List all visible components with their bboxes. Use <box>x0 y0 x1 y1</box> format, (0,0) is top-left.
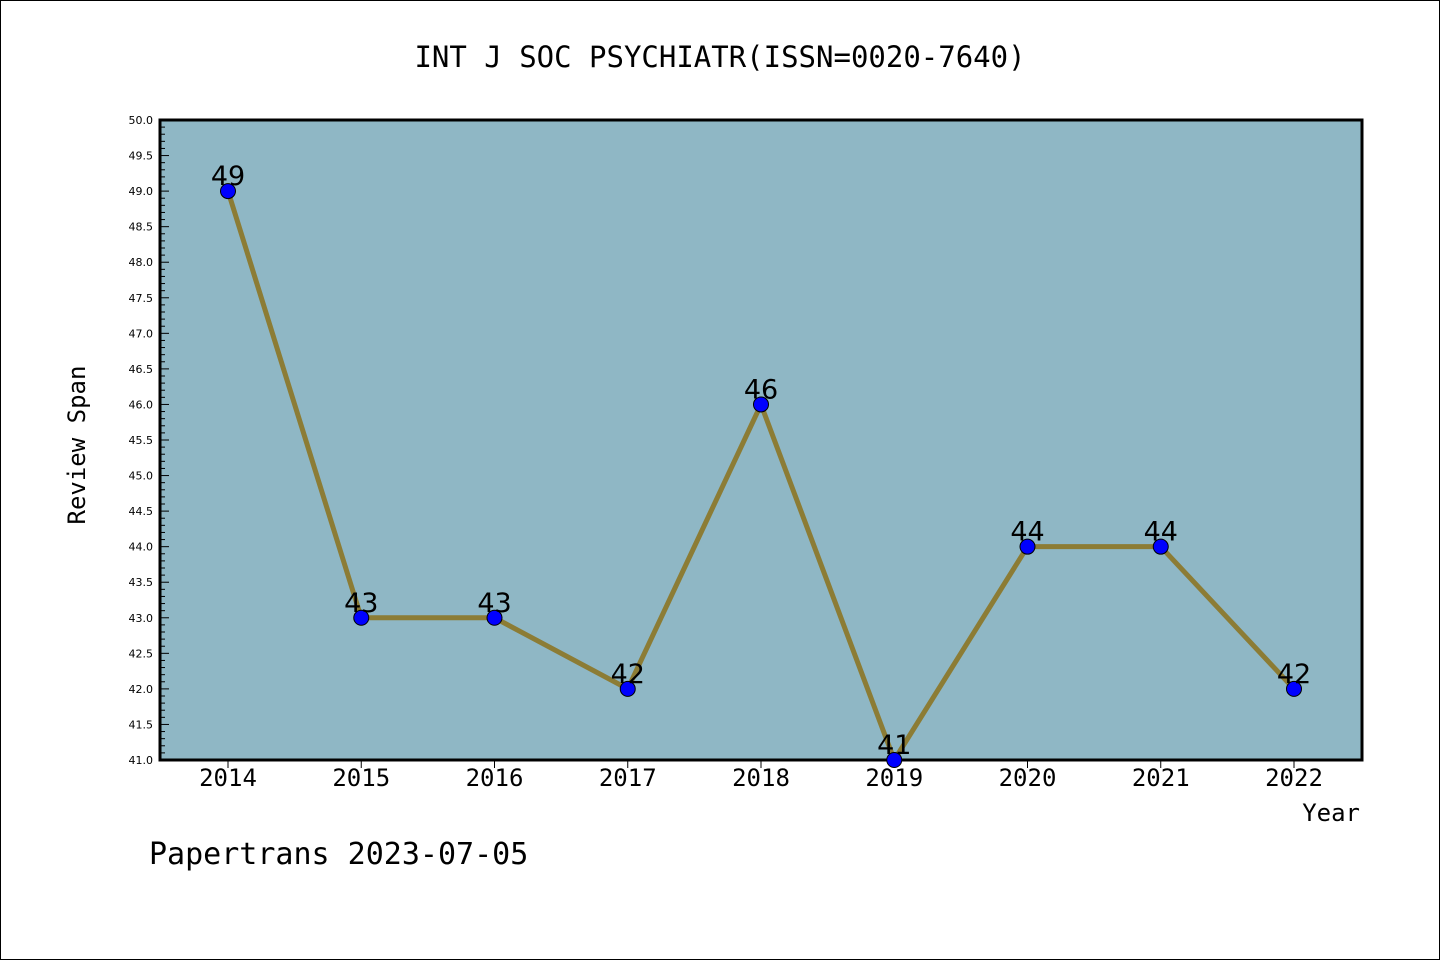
y-tick-label: 48.0 <box>129 256 154 269</box>
x-tick-label: 2014 <box>199 764 257 792</box>
y-tick-label: 47.5 <box>129 292 154 305</box>
y-tick-label: 44.0 <box>129 541 154 554</box>
data-label: 41 <box>877 730 911 761</box>
data-point <box>220 183 236 200</box>
data-point <box>1019 538 1036 555</box>
x-axis: 2014 2015 2016 2017 2018 2019 2020 2021 2022 <box>199 760 1323 792</box>
x-tick-label: 2022 <box>1265 764 1323 792</box>
data-point <box>353 609 370 626</box>
y-tick-label: 42.0 <box>129 683 154 696</box>
data-label: 43 <box>477 588 511 619</box>
y-tick-label: 42.5 <box>129 647 154 660</box>
x-axis-label: Year <box>1302 799 1360 827</box>
y-tick-label: 44.5 <box>129 505 154 518</box>
chart-title: INT J SOC PSYCHIATR(ISSN=0020-7640) <box>414 40 1025 74</box>
x-tick-label: 2020 <box>999 764 1057 792</box>
y-tick-label: 47.0 <box>129 327 154 340</box>
data-point <box>753 396 769 413</box>
data-point <box>619 680 636 697</box>
data-label: 43 <box>344 588 378 619</box>
y-tick-label: 46.5 <box>129 363 154 376</box>
data-point <box>1152 538 1169 555</box>
x-tick-label: 2021 <box>1132 764 1190 792</box>
data-label: 49 <box>211 161 245 192</box>
data-label: 44 <box>1010 517 1044 548</box>
y-tick-label: 49.0 <box>129 185 154 198</box>
data-label: 42 <box>1277 659 1311 690</box>
y-tick-label: 50.0 <box>129 114 154 127</box>
y-tick-label: 41.5 <box>129 718 154 731</box>
y-axis: 41.0 41.5 42.0 42.5 43.0 43.5 44.0 44.5 45.0 45.5… <box>129 114 169 767</box>
series-group: 49 43 43 42 46 41 44 44 42 <box>211 161 1311 768</box>
y-tick-label: 48.5 <box>129 221 154 234</box>
y-tick-label: 46.0 <box>129 398 154 411</box>
data-label: 44 <box>1144 517 1178 548</box>
data-point <box>886 752 903 768</box>
data-label: 46 <box>744 374 778 405</box>
x-tick-label: 2018 <box>732 764 790 792</box>
x-tick-label: 2015 <box>332 764 390 792</box>
data-label: 42 <box>611 659 645 690</box>
data-point <box>1286 680 1302 697</box>
y-tick-label: 43.0 <box>129 612 154 625</box>
x-tick-label: 2019 <box>865 764 923 792</box>
x-tick-label: 2017 <box>599 764 657 792</box>
y-tick-label: 41.0 <box>129 754 154 767</box>
watermark: Papertrans 2023-07-05 <box>149 837 528 872</box>
y-axis-label: Review Span <box>63 366 91 525</box>
data-point <box>486 609 503 626</box>
x-tick-label: 2016 <box>466 764 524 792</box>
y-tick-label: 45.5 <box>129 434 154 447</box>
y-tick-label: 45.0 <box>129 470 154 483</box>
y-tick-label: 43.5 <box>129 576 154 589</box>
y-tick-label: 49.5 <box>129 150 154 163</box>
plot-area <box>158 118 1364 762</box>
